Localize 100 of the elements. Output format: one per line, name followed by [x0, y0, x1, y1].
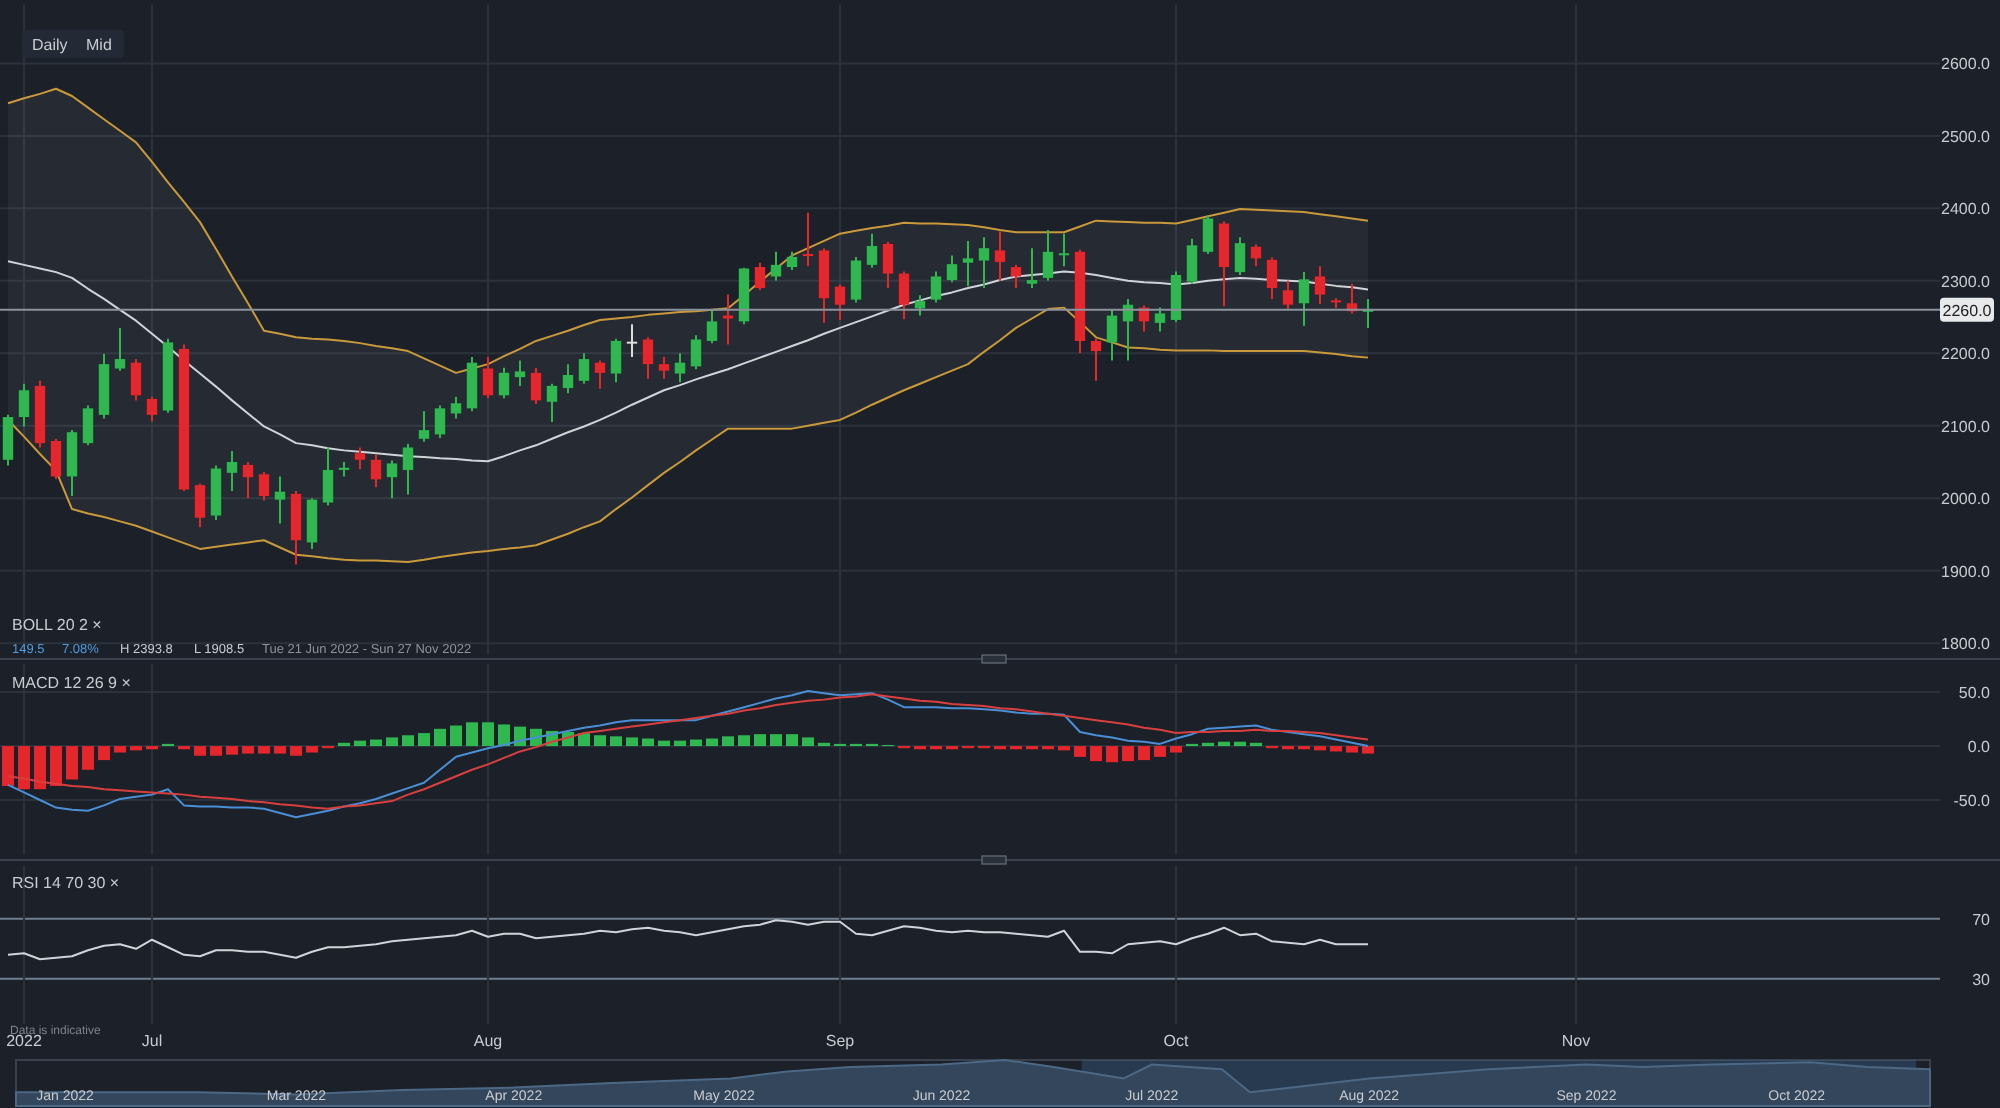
candlestick — [482, 355, 494, 400]
candlestick — [370, 453, 382, 489]
candlestick — [1090, 337, 1102, 382]
candlestick — [146, 395, 158, 423]
daily-button: Daily — [22, 30, 82, 58]
candlestick — [386, 459, 398, 500]
candlestick — [562, 363, 574, 395]
candlestick — [1042, 229, 1054, 282]
annotation: BOLL 20 2 × — [12, 616, 103, 634]
bar — [1154, 746, 1166, 757]
y-tick-label: 70 — [1972, 910, 1992, 929]
candlestick — [450, 395, 462, 420]
x-tick-label: Nov — [1561, 1032, 1591, 1050]
bar — [1074, 746, 1086, 757]
bar — [98, 746, 110, 761]
candlestick — [1170, 270, 1182, 324]
candlestick — [994, 230, 1006, 282]
bar — [1218, 741, 1230, 747]
candlestick — [946, 254, 958, 284]
candlestick — [594, 359, 606, 390]
bar — [258, 746, 270, 754]
bar — [802, 737, 814, 747]
candlestick — [18, 382, 30, 428]
y-tick-label: 2400.0 — [1941, 200, 1992, 219]
y-tick-label: -50.0 — [1953, 792, 1992, 811]
y-tick-label: 1800.0 — [1941, 635, 1992, 654]
bar — [434, 728, 446, 747]
bar — [306, 746, 318, 753]
bar — [1138, 746, 1150, 761]
bar — [706, 738, 718, 747]
candlestick — [786, 250, 798, 271]
bar — [466, 722, 478, 747]
line-series — [7, 919, 1369, 961]
bar — [658, 740, 670, 747]
bar — [610, 736, 622, 747]
candlestick — [866, 232, 878, 269]
bar — [274, 746, 286, 754]
candlestick — [498, 366, 510, 400]
bar — [1346, 746, 1358, 753]
candlestick — [210, 464, 222, 521]
candlestick — [66, 429, 78, 498]
candlestick — [1026, 247, 1038, 290]
bar — [498, 724, 510, 747]
candlestick — [514, 359, 526, 387]
bar — [450, 725, 462, 747]
candlestick — [898, 270, 910, 321]
candlestick — [674, 352, 686, 384]
bar — [722, 736, 734, 747]
bar — [594, 735, 606, 747]
candlestick — [914, 294, 926, 317]
candlestick — [50, 437, 62, 481]
x-tick-label: Aug — [473, 1032, 503, 1050]
candlestick — [626, 323, 638, 358]
bar — [290, 746, 302, 756]
candlestick — [770, 250, 782, 282]
bar — [210, 746, 222, 756]
candlestick — [290, 489, 302, 566]
bar — [578, 733, 590, 747]
ref-line-label: 2260.0 — [1942, 301, 1993, 320]
y-tick-label: 2600.0 — [1941, 55, 1992, 74]
candlestick — [754, 261, 766, 292]
candlestick — [530, 366, 542, 405]
candlestick — [434, 404, 446, 440]
candlestick — [1266, 256, 1278, 300]
bar — [2, 746, 14, 786]
candlestick — [658, 355, 670, 380]
candlestick — [546, 382, 558, 424]
bar — [770, 734, 782, 747]
candlestick — [1186, 237, 1198, 285]
y-tick-label: 50.0 — [1958, 684, 1992, 703]
x-tick-label: Sep — [825, 1032, 856, 1050]
candlestick — [690, 334, 702, 371]
bar — [370, 739, 382, 747]
candlestick — [402, 442, 414, 496]
candlestick — [114, 326, 126, 372]
candlestick — [306, 497, 318, 550]
x-tick-label: 2022 — [6, 1032, 43, 1050]
bar — [34, 746, 46, 790]
candlestick — [322, 446, 334, 507]
candlestick — [1298, 271, 1310, 327]
candlestick — [962, 239, 974, 287]
candlestick — [1250, 243, 1262, 268]
y-tick-label: 2100.0 — [1941, 417, 1992, 436]
candlestick — [194, 482, 206, 529]
candlestick — [1010, 263, 1022, 290]
candlestick — [1314, 265, 1326, 305]
bar — [1122, 746, 1134, 762]
annotation: RSI 14 70 30 × — [12, 874, 120, 892]
bar — [50, 746, 62, 786]
bar — [690, 739, 702, 747]
bar — [18, 746, 30, 790]
annotation: Daily — [32, 36, 68, 54]
candlestick — [818, 247, 830, 324]
candlestick — [242, 460, 254, 500]
bar — [1330, 746, 1342, 752]
bar — [66, 746, 78, 780]
bar — [1090, 746, 1102, 762]
candlestick — [1058, 232, 1070, 268]
candlestick — [834, 283, 846, 321]
candlestick — [82, 404, 94, 447]
